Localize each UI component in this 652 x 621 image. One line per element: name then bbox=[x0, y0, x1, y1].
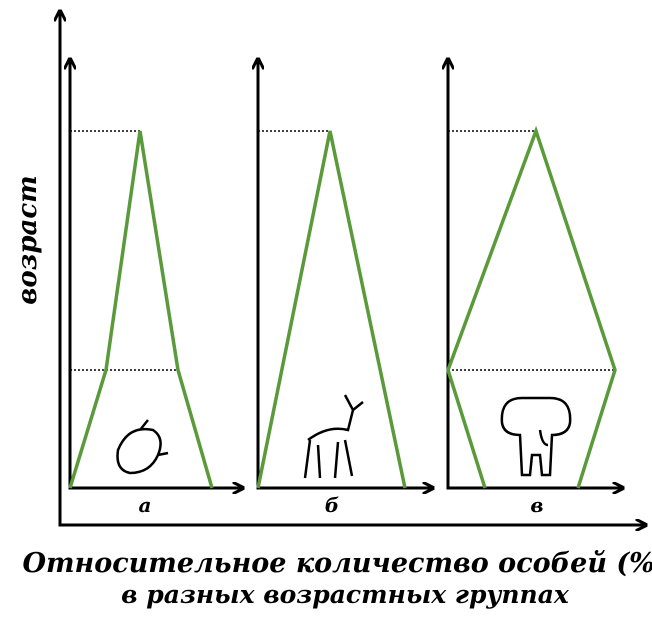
panel-label: б bbox=[325, 493, 339, 517]
caption-line: Относительное количество особей (%) bbox=[22, 548, 652, 579]
fish-icon bbox=[116, 419, 169, 475]
age-pyramid bbox=[256, 130, 407, 489]
y-axis-label: возраст bbox=[13, 175, 43, 304]
panel-axes bbox=[70, 60, 242, 488]
outer-axes bbox=[60, 12, 645, 525]
deer-icon bbox=[303, 394, 364, 479]
panel-axes bbox=[448, 60, 622, 488]
panel-label: а bbox=[139, 493, 152, 517]
age-pyramid bbox=[68, 130, 214, 489]
caption-line: в разных возрастных группах bbox=[121, 580, 570, 609]
panel-label: в bbox=[530, 493, 543, 517]
panel: в bbox=[448, 60, 622, 517]
age-pyramid bbox=[446, 125, 617, 489]
panel: б bbox=[258, 60, 432, 517]
panel-axes bbox=[258, 60, 432, 488]
elephant-icon bbox=[500, 396, 572, 477]
panel: а bbox=[70, 60, 242, 517]
